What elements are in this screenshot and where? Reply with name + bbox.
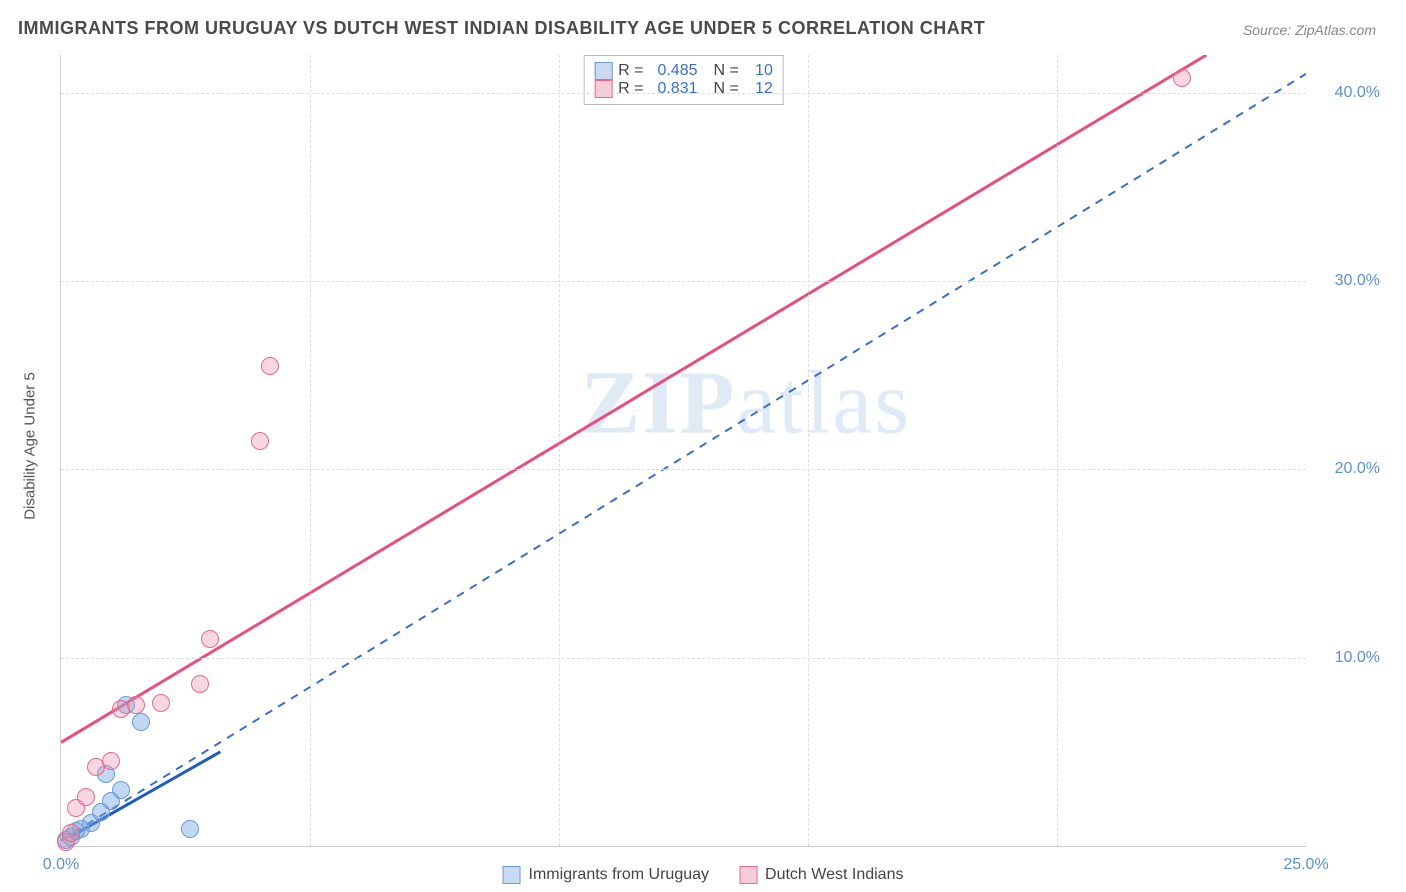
grid-line-v bbox=[559, 55, 560, 846]
data-point-uruguay bbox=[112, 781, 130, 799]
legend-swatch-icon bbox=[594, 80, 612, 98]
r-legend-row-dutch: R = 0.831 N = 12 bbox=[594, 80, 773, 98]
regression-line-uruguay bbox=[61, 74, 1306, 841]
legend-swatch-icon bbox=[503, 866, 521, 884]
y-tick-label: 20.0% bbox=[1320, 460, 1380, 478]
data-point-dutch bbox=[102, 752, 120, 770]
legend-label: Immigrants from Uruguay bbox=[529, 866, 710, 884]
r-legend-row-uruguay: R = 0.485 N = 10 bbox=[594, 62, 773, 80]
n-label: N = bbox=[714, 62, 739, 80]
legend-item-dutch: Dutch West Indians bbox=[739, 866, 903, 884]
data-point-dutch bbox=[1173, 69, 1191, 87]
grid-line-h bbox=[61, 658, 1306, 659]
watermark: ZIPatlas bbox=[580, 352, 911, 455]
series-legend: Immigrants from Uruguay Dutch West Indian… bbox=[503, 866, 904, 884]
data-point-dutch bbox=[62, 824, 80, 842]
y-axis-label: Disability Age Under 5 bbox=[22, 372, 39, 520]
trend-lines-layer bbox=[61, 55, 1306, 846]
data-point-uruguay bbox=[132, 713, 150, 731]
legend-label: Dutch West Indians bbox=[765, 866, 903, 884]
r-value: 0.831 bbox=[650, 80, 698, 98]
n-label: N = bbox=[714, 80, 739, 98]
grid-line-v bbox=[1057, 55, 1058, 846]
n-value: 12 bbox=[745, 80, 773, 98]
data-point-dutch bbox=[152, 694, 170, 712]
grid-line-v bbox=[808, 55, 809, 846]
legend-swatch-icon bbox=[594, 62, 612, 80]
grid-line-h bbox=[61, 469, 1306, 470]
data-point-uruguay bbox=[181, 820, 199, 838]
legend-item-uruguay: Immigrants from Uruguay bbox=[503, 866, 710, 884]
data-point-dutch bbox=[191, 675, 209, 693]
chart-plot-area: ZIPatlas R =0.485N =10R =0.831N =12 10.0… bbox=[60, 55, 1306, 847]
r-label: R = bbox=[618, 62, 643, 80]
grid-line-h bbox=[61, 93, 1306, 94]
y-tick-label: 30.0% bbox=[1320, 272, 1380, 290]
legend-swatch-icon bbox=[739, 866, 757, 884]
data-point-dutch bbox=[201, 630, 219, 648]
n-value: 10 bbox=[745, 62, 773, 80]
grid-line-h bbox=[61, 281, 1306, 282]
y-tick-label: 40.0% bbox=[1320, 84, 1380, 102]
x-tick-label: 25.0% bbox=[1283, 856, 1328, 874]
data-point-dutch bbox=[251, 432, 269, 450]
chart-title: IMMIGRANTS FROM URUGUAY VS DUTCH WEST IN… bbox=[18, 18, 985, 39]
source-attribution: Source: ZipAtlas.com bbox=[1243, 22, 1376, 38]
x-tick-label: 0.0% bbox=[43, 856, 79, 874]
data-point-dutch bbox=[261, 357, 279, 375]
data-point-dutch bbox=[77, 788, 95, 806]
grid-line-v bbox=[310, 55, 311, 846]
r-label: R = bbox=[618, 80, 643, 98]
correlation-legend: R = 0.485 N = 10 R = 0.831 N = 12 bbox=[583, 55, 784, 105]
data-point-dutch bbox=[127, 696, 145, 714]
regression-line-dutch bbox=[61, 55, 1206, 742]
r-value: 0.485 bbox=[650, 62, 698, 80]
y-tick-label: 10.0% bbox=[1320, 649, 1380, 667]
